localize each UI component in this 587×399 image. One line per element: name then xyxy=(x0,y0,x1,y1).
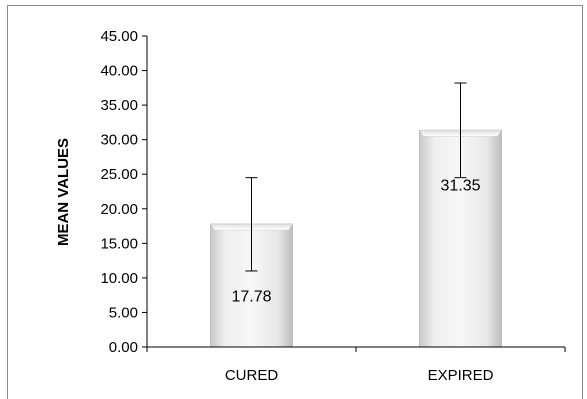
y-tick-label: 15.00 xyxy=(100,235,138,252)
y-tick-label: 45.00 xyxy=(100,28,138,45)
x-category-label: CURED xyxy=(225,367,279,384)
y-tick-label: 35.00 xyxy=(100,97,138,114)
x-category-label: EXPIRED xyxy=(428,367,494,384)
y-tick-label: 25.00 xyxy=(100,166,138,183)
y-tick-label: 30.00 xyxy=(100,132,138,149)
y-tick-label: 40.00 xyxy=(100,63,138,80)
y-tick-label: 20.00 xyxy=(100,201,138,218)
y-tick-label: 10.00 xyxy=(100,270,138,287)
y-tick-label: 5.00 xyxy=(109,304,138,321)
y-tick-label: 0.00 xyxy=(109,339,138,356)
y-axis-title: MEAN VALUES xyxy=(55,138,72,246)
data-label: 17.78 xyxy=(231,288,271,305)
data-label: 31.35 xyxy=(440,178,480,195)
